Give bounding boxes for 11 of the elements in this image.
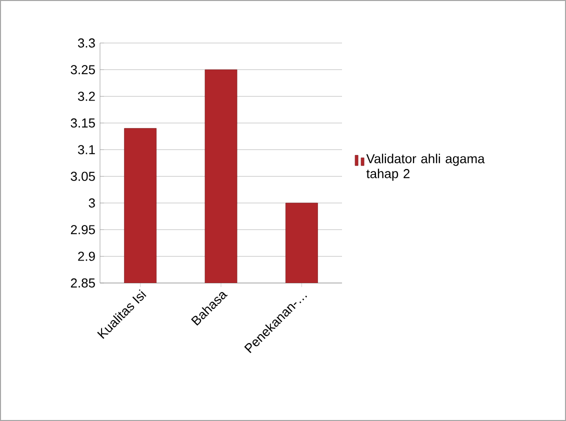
y-tick-label: 3.05 [70, 172, 95, 181]
y-tick-label: 2.9 [78, 252, 95, 261]
y-tick-label: 3.3 [78, 38, 95, 48]
y-tick-label: 3.15 [70, 118, 95, 128]
legend-label: Validator ahli agama tahap 2 [366, 154, 485, 181]
y-tick-label: 3.1 [78, 145, 95, 154]
y-tick-label: 3.2 [78, 92, 95, 101]
y-tick-label: 3 [88, 198, 95, 208]
y-tick-label: 3.25 [70, 65, 95, 74]
y-tick-label: 2.95 [70, 225, 95, 234]
y-tick-label: 2.85 [70, 278, 95, 288]
